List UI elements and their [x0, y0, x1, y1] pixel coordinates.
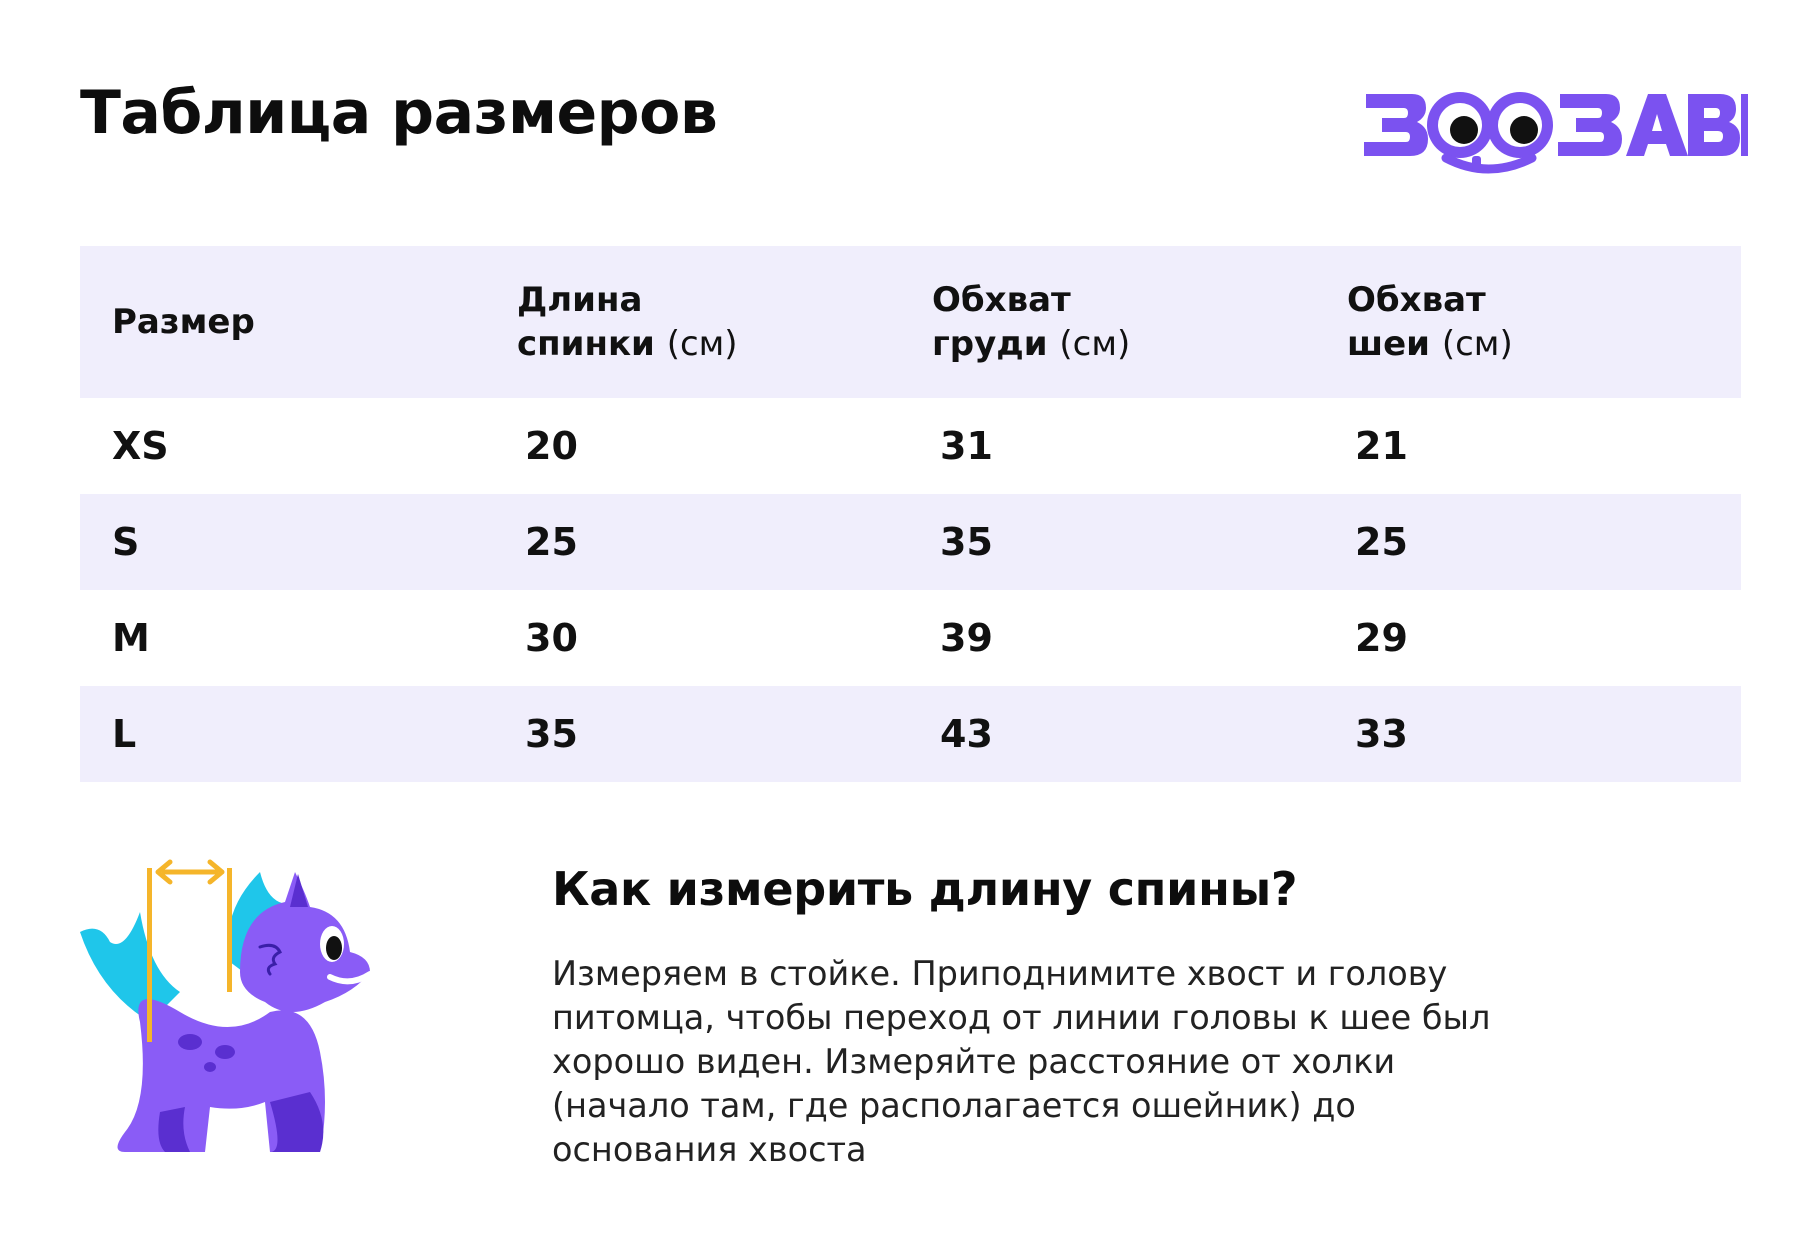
cell-size: M [112, 616, 150, 660]
cell-back-length: 30 [525, 616, 578, 660]
cell-back-length: 25 [485, 494, 900, 590]
howto-line: основания хвоста [552, 1130, 867, 1169]
size-table: Размер Длина спинки (см) Обхват груди (с… [80, 246, 1741, 782]
header-back-length: Длина спинки (см) [485, 246, 900, 398]
table-row: L 35 43 33 [80, 686, 1741, 782]
logo-letter-a [1626, 94, 1688, 156]
howto-line: (начало там, где располагается ошейник) … [552, 1086, 1356, 1125]
cell-chest: 39 [940, 616, 993, 660]
cell-neck: 33 [1315, 686, 1741, 782]
table-row: M 30 39 29 [80, 590, 1741, 686]
cell-neck: 21 [1355, 424, 1408, 468]
cell-size: XS [112, 424, 169, 468]
cell-back-length: 35 [485, 686, 900, 782]
zoozavr-logo [1364, 92, 1748, 174]
logo-letter-r [1741, 94, 1748, 156]
howto-line: хорошо виден. Измеряйте расстояние от хо… [552, 1042, 1396, 1081]
table-header-row: Размер Длина спинки (см) Обхват груди (с… [80, 246, 1741, 398]
header-size: Размер [80, 246, 485, 398]
howto-description: Измеряем в стойке. Приподнимите хвост и … [552, 952, 1592, 1172]
header-chest: Обхват груди (см) [900, 246, 1315, 398]
howto-line: Измеряем в стойке. Приподнимите хвост и … [552, 954, 1448, 993]
logo-letter-z [1364, 94, 1428, 156]
cell-neck: 29 [1355, 616, 1408, 660]
cell-size: L [80, 686, 485, 782]
logo-letter-z2 [1558, 94, 1622, 156]
measure-arrow-icon [147, 859, 232, 1042]
table-row: XS 20 31 21 [80, 398, 1741, 494]
header-neck: Обхват шеи (см) [1315, 246, 1741, 398]
page-title: Таблица размеров [80, 78, 718, 148]
cell-chest: 43 [900, 686, 1315, 782]
cell-chest: 35 [900, 494, 1315, 590]
tail-crest-icon [80, 912, 180, 1022]
howto-title: Как измерить длину спины? [552, 862, 1298, 916]
cell-back-length: 20 [525, 424, 578, 468]
table-row: S 25 35 25 [80, 494, 1741, 590]
cell-size: S [80, 494, 485, 590]
howto-line: питомца, чтобы переход от линии головы к… [552, 998, 1491, 1037]
dino-measure-illustration [80, 859, 373, 1152]
logo-letter-v [1688, 94, 1740, 156]
logo-eyes-icon [1427, 92, 1553, 174]
cell-neck: 25 [1315, 494, 1741, 590]
cell-chest: 31 [940, 424, 993, 468]
